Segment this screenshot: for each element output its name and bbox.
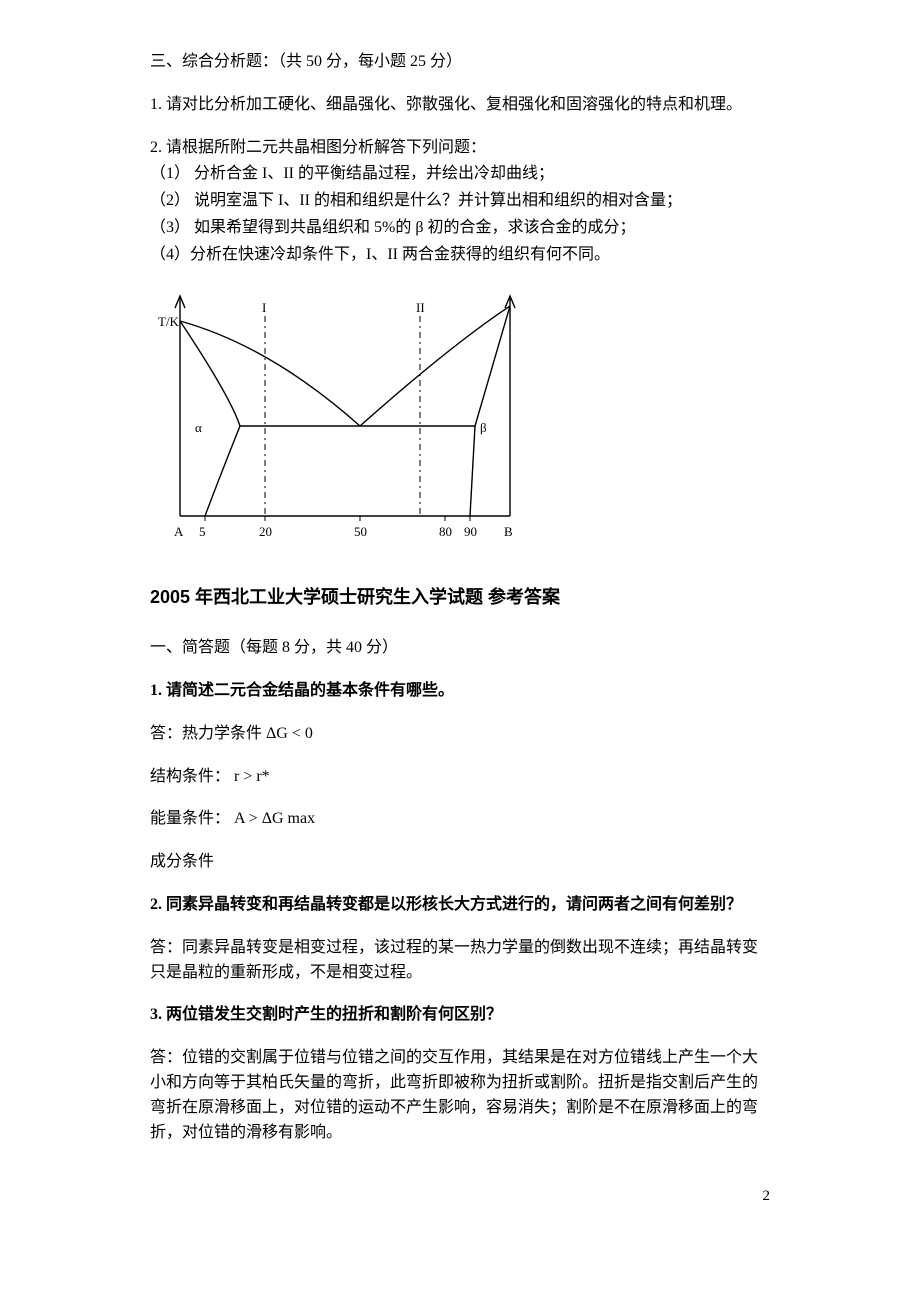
phase-diagram-svg: T/KIIIαβA520508090B — [150, 286, 520, 546]
page-number: 2 — [150, 1185, 770, 1208]
answers-q1: 1. 请简述二元合金结晶的基本条件有哪些。 — [150, 679, 770, 704]
svg-text:5: 5 — [199, 524, 206, 539]
section3-q2-3: （3） 如果希望得到共晶组织和 5%的 β 初的合金，求该合金的成分； — [150, 216, 770, 241]
answers-q2-a: 答：同素异晶转变是相变过程，该过程的某一热力学量的倒数出现不连续；再结晶转变只是… — [150, 936, 770, 986]
answers-q2: 2. 同素异晶转变和再结晶转变都是以形核长大方式进行的，请问两者之间有何差别？ — [150, 893, 770, 918]
section3-q2-intro: 2. 请根据所附二元共晶相图分析解答下列问题： — [150, 136, 770, 161]
svg-text:B: B — [504, 524, 513, 539]
section3-q1: 1. 请对比分析加工硬化、细晶强化、弥散强化、复相强化和固溶强化的特点和机理。 — [150, 93, 770, 118]
section3-heading: 三、综合分析题：（共 50 分，每小题 25 分） — [150, 50, 770, 75]
answers-q1-a3: 能量条件： A > ΔG max — [150, 807, 770, 832]
svg-text:90: 90 — [464, 524, 477, 539]
svg-text:50: 50 — [354, 524, 367, 539]
svg-text:T/K: T/K — [158, 314, 180, 329]
svg-text:80: 80 — [439, 524, 452, 539]
answers-part1-heading: 一、简答题（每题 8 分，共 40 分） — [150, 636, 770, 661]
phase-diagram: T/KIIIαβA520508090B — [150, 286, 770, 555]
answers-q1-a4: 成分条件 — [150, 850, 770, 875]
answers-q3-a: 答：位错的交割属于位错与位错之间的交互作用，其结果是在对方位错线上产生一个大小和… — [150, 1046, 770, 1145]
svg-text:II: II — [416, 300, 425, 315]
svg-text:α: α — [195, 420, 202, 435]
answers-q3: 3. 两位错发生交割时产生的扭折和割阶有何区别？ — [150, 1003, 770, 1028]
answers-q1-a1: 答：热力学条件 ΔG < 0 — [150, 722, 770, 747]
answers-title: 2005 年西北工业大学硕士研究生入学试题 参考答案 — [150, 584, 770, 612]
svg-text:I: I — [262, 300, 266, 315]
svg-text:A: A — [174, 524, 184, 539]
section3-q2-2: （2） 说明室温下 I、II 的相和组织是什么？并计算出相和组织的相对含量； — [150, 189, 770, 214]
section3-q2-4: （4）分析在快速冷却条件下，I、II 两合金获得的组织有何不同。 — [150, 243, 770, 268]
svg-text:20: 20 — [259, 524, 272, 539]
svg-text:β: β — [480, 420, 487, 435]
section3-q2-1: （1） 分析合金 I、II 的平衡结晶过程，并绘出冷却曲线； — [150, 162, 770, 187]
answers-q1-a2: 结构条件： r > r* — [150, 765, 770, 790]
